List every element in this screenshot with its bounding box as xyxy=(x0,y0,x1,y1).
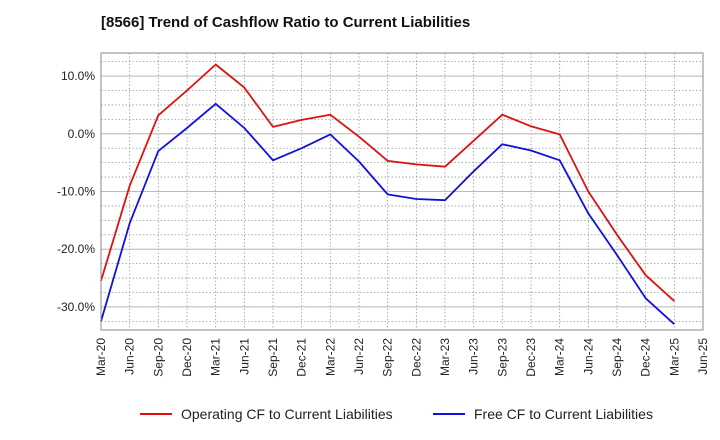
x-tick-label: Dec-23 xyxy=(524,338,538,377)
x-tick-label: Jun-21 xyxy=(237,338,251,375)
x-tick-label: Sep-21 xyxy=(266,338,280,377)
x-tick-label: Mar-23 xyxy=(438,338,452,376)
x-tick-label: Mar-22 xyxy=(323,338,337,376)
chart-title: [8566] Trend of Cashflow Ratio to Curren… xyxy=(101,14,471,31)
y-tick-label: -10.0% xyxy=(57,185,95,199)
x-tick-label: Dec-21 xyxy=(295,338,309,377)
x-tick-label: Mar-24 xyxy=(553,338,567,376)
x-tick-label: Jun-20 xyxy=(123,338,137,375)
x-tick-label: Dec-22 xyxy=(409,338,423,377)
x-tick-label: Dec-24 xyxy=(639,338,653,377)
x-tick-label: Sep-23 xyxy=(495,338,509,377)
y-tick-label: 0.0% xyxy=(68,127,96,141)
x-tick-label: Mar-21 xyxy=(209,338,223,376)
y-axis-ticks: 10.0% 0.0% -10.0% -20.0% -30.0% xyxy=(57,69,95,314)
x-axis-ticks: Mar-20 Jun-20 Sep-20 Dec-20 Mar-21 Jun-21 Sep-… xyxy=(94,338,710,377)
series-lines xyxy=(100,63,675,325)
x-tick-label: Sep-24 xyxy=(610,338,624,377)
x-tick-label: Jun-24 xyxy=(581,338,595,375)
free-cf-line xyxy=(100,102,675,325)
x-tick-label: Sep-20 xyxy=(151,338,165,377)
x-tick-label: Mar-25 xyxy=(667,338,681,376)
y-tick-label: -30.0% xyxy=(57,300,95,314)
legend: Operating CF to Current Liabilities Free … xyxy=(140,406,653,422)
x-tick-label: Jun-23 xyxy=(467,338,481,375)
y-tick-label: 10.0% xyxy=(61,69,95,83)
plot-border xyxy=(100,52,704,331)
x-tick-label: Jun-22 xyxy=(352,338,366,375)
legend-label-operating: Operating CF to Current Liabilities xyxy=(181,406,393,422)
x-tick-label: Mar-20 xyxy=(94,338,108,376)
legend-label-free: Free CF to Current Liabilities xyxy=(474,406,653,422)
operating-cf-line xyxy=(100,63,675,302)
x-tick-label: Jun-25 xyxy=(696,338,710,375)
x-tick-label: Sep-22 xyxy=(381,338,395,377)
y-tick-label: -20.0% xyxy=(57,242,95,256)
grid-lines xyxy=(100,53,704,330)
x-tick-label: Dec-20 xyxy=(180,338,194,377)
